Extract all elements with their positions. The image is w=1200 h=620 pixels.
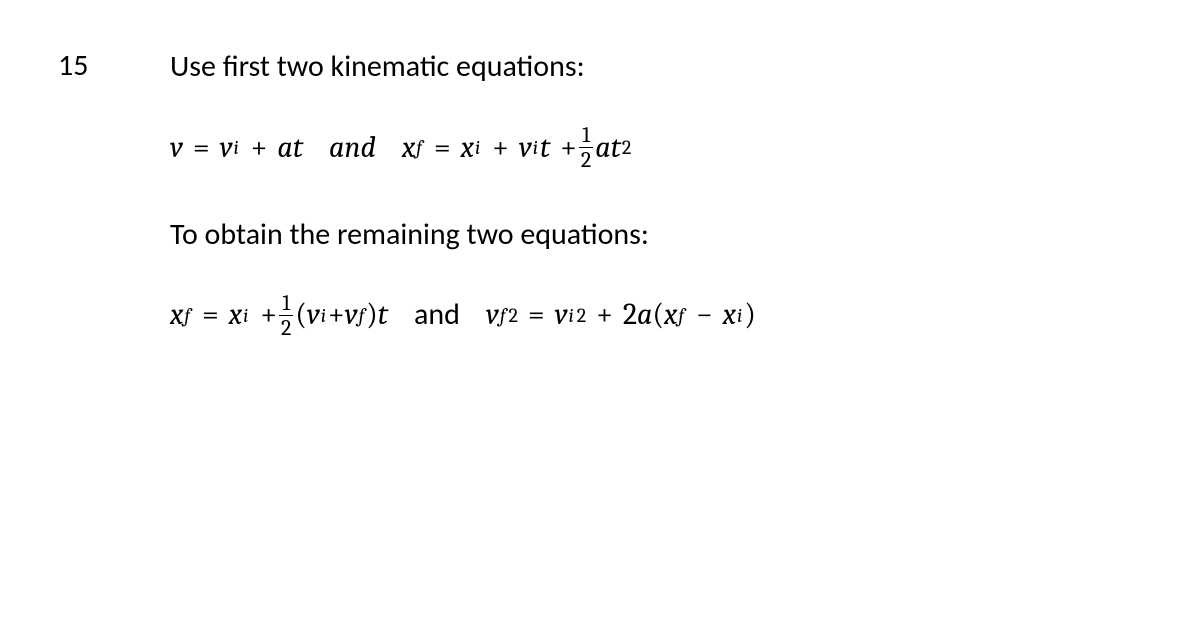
eq2-vf-base: v — [345, 296, 358, 334]
eq1-at2-sup: 2 — [622, 135, 631, 160]
eq2-xi-sub: i — [243, 303, 248, 328]
eq1-a: a — [277, 129, 292, 167]
eq2-vi-sub: i — [321, 303, 326, 328]
eq2-half-num: 1 — [280, 292, 292, 315]
problem-number: 15 — [0, 48, 170, 84]
eq1-vit-sub: i — [533, 135, 538, 160]
eq2-plus-1: + — [260, 296, 277, 334]
eq2-rparen-1: ) — [366, 296, 377, 334]
equation-line-2: x f = x i + 1 2 ( v i + v f ) t — [170, 287, 1200, 343]
eq2-vi2-base: v — [555, 296, 568, 334]
eq1-half-num: 1 — [580, 124, 592, 147]
eq1-vit-v: v — [519, 129, 532, 167]
equation-line-1: v = v i + a t and x f = x i — [170, 120, 1200, 176]
eq2-xf2-base: x — [664, 296, 677, 334]
eq2-xi2-sub: i — [737, 303, 742, 328]
eq1-plus-1: + — [251, 129, 268, 167]
eq1-t: t — [293, 129, 303, 167]
mid-text: To obtain the remaining two equations: — [170, 216, 1200, 254]
eq1-and: and — [329, 129, 376, 167]
eq2-plus-in: + — [328, 296, 345, 334]
eq2-lparen-1: ( — [295, 296, 306, 334]
eq2-half-den: 2 — [279, 315, 293, 339]
problem-content: Use first two kinematic equations: v = v… — [170, 48, 1200, 383]
eq2-minus: − — [696, 296, 713, 334]
eq2-and: and — [414, 296, 460, 334]
eq2-xf-base: x — [170, 296, 183, 334]
eq2-half: 1 2 — [279, 292, 293, 339]
eq2-xf-sub: f — [184, 303, 190, 328]
eq1-half: 1 2 — [579, 124, 593, 171]
eq2-vf2-base: v — [486, 296, 499, 334]
eq1-plus-3: + — [560, 129, 577, 167]
eq1-xi-sub: i — [475, 135, 480, 160]
eq2-xi-base: x — [229, 296, 242, 334]
eq1-at2-a: a — [595, 129, 610, 167]
eq2-xi2-base: x — [723, 296, 736, 334]
eq2-equals-2: = — [528, 296, 545, 334]
eq2-vi2-sub: i — [569, 303, 574, 328]
eq2-vf2-sup: 2 — [509, 303, 518, 328]
eq2-vf2-sub: f — [500, 303, 506, 328]
eq1-equals-1: = — [193, 129, 210, 167]
eq2-vi-base: v — [307, 296, 320, 334]
eq1-vi-sub: i — [234, 135, 239, 160]
eq2-lparen-2: ( — [652, 296, 663, 334]
eq2-equals-1: = — [202, 296, 219, 334]
eq2-plus-2: + — [596, 296, 613, 334]
page: 15 Use first two kinematic equations: v … — [0, 0, 1200, 620]
eq2-rparen-2: ) — [744, 296, 755, 334]
intro-text: Use first two kinematic equations: — [170, 48, 1200, 86]
eq2-vi2-sup: 2 — [577, 303, 586, 328]
eq1-equals-2: = — [434, 129, 451, 167]
eq2-a: a — [637, 296, 652, 334]
eq1-vi-base: v — [220, 129, 233, 167]
eq1-half-den: 2 — [579, 147, 593, 171]
eq1-xf-base: x — [402, 129, 415, 167]
eq1-xi-base: x — [461, 129, 474, 167]
eq1-plus-2: + — [492, 129, 509, 167]
eq2-vf-sub: f — [359, 303, 365, 328]
eq1-v: v — [170, 129, 183, 167]
eq1-at2-t: t — [611, 129, 621, 167]
eq2-xf2-sub: f — [678, 303, 684, 328]
problem-row: 15 Use first two kinematic equations: v … — [0, 48, 1200, 383]
eq2-t: t — [378, 296, 388, 334]
eq2-two: 2 — [623, 296, 637, 334]
eq1-xf-sub: f — [416, 135, 422, 160]
eq1-vit-t: t — [540, 129, 550, 167]
